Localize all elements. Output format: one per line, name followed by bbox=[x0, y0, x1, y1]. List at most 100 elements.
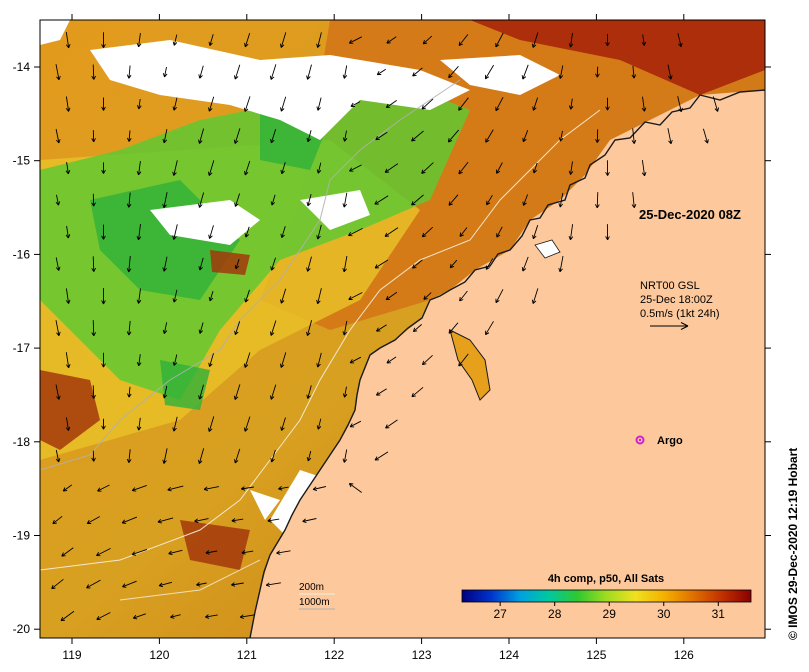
current-arrow-icon bbox=[521, 256, 529, 272]
current-arrow-icon bbox=[568, 224, 574, 241]
current-arrow-icon bbox=[196, 582, 207, 587]
current-arrow-icon bbox=[532, 162, 538, 174]
current-arrow-icon bbox=[459, 290, 468, 302]
current-arrow-icon bbox=[96, 612, 111, 621]
current-arrow-icon bbox=[244, 289, 250, 303]
current-arrow-icon bbox=[96, 547, 111, 557]
current-arrow-icon bbox=[55, 64, 61, 81]
current-arrow-icon bbox=[421, 226, 434, 238]
current-arrow-icon bbox=[423, 292, 432, 300]
current-arrow-icon bbox=[126, 192, 132, 208]
y-tick-label: -19 bbox=[13, 529, 31, 543]
current-arrow-icon bbox=[207, 160, 215, 176]
current-arrow-icon bbox=[316, 418, 322, 430]
current-arrow-icon bbox=[386, 356, 397, 364]
current-arrow-icon bbox=[51, 578, 64, 590]
current-arrow-icon bbox=[65, 288, 71, 304]
current-arrow-icon bbox=[316, 32, 322, 48]
current-time-label: 25-Dec 18:00Z bbox=[640, 294, 713, 306]
current-arrow-icon bbox=[203, 486, 219, 492]
sst-hot-zone bbox=[470, 20, 765, 95]
current-arrow-icon bbox=[342, 320, 348, 336]
current-scale-label: 0.5m/s (1kt 24h) bbox=[640, 308, 719, 320]
y-tick-label: -16 bbox=[13, 247, 31, 261]
current-arrow-icon bbox=[101, 288, 106, 305]
current-arrow-icon bbox=[126, 255, 132, 273]
current-arrow-icon bbox=[91, 385, 96, 399]
argo-float-marker[interactable] bbox=[635, 435, 645, 445]
current-arrow-icon bbox=[65, 162, 71, 175]
current-arrow-icon bbox=[244, 226, 250, 238]
current-arrow-icon bbox=[136, 288, 142, 304]
current-arrow-icon bbox=[172, 289, 178, 303]
current-arrow-icon bbox=[241, 550, 254, 555]
current-arrow-icon bbox=[269, 384, 277, 400]
current-arrow-icon bbox=[205, 614, 218, 619]
current-arrow-icon bbox=[280, 96, 287, 112]
colorbar-ticks: 27 28 29 30 31 bbox=[493, 602, 725, 621]
current-arrow-icon bbox=[233, 64, 241, 80]
current-arrow-icon bbox=[101, 162, 106, 174]
current-arrow-icon bbox=[531, 32, 539, 48]
current-arrow-icon bbox=[411, 130, 424, 142]
current-arrow-icon bbox=[244, 160, 251, 176]
current-arrow-icon bbox=[558, 130, 564, 142]
current-arrow-icon bbox=[485, 129, 494, 143]
current-arrow-icon bbox=[496, 162, 503, 174]
current-arrow-icon bbox=[157, 517, 174, 524]
current-arrow-icon bbox=[385, 291, 398, 301]
current-arrow-icon bbox=[122, 580, 137, 588]
x-tick-label: 126 bbox=[674, 648, 694, 662]
current-arrow-icon bbox=[421, 162, 434, 174]
current-arrow-icon bbox=[208, 225, 214, 239]
current-arrow-icon bbox=[162, 385, 168, 399]
current-arrow-icon bbox=[234, 193, 241, 207]
current-arrow-icon bbox=[376, 68, 387, 76]
current-arrow-icon bbox=[91, 64, 97, 80]
current-arrow-icon bbox=[605, 160, 610, 176]
current-arrow-icon bbox=[172, 34, 178, 46]
current-arrow-icon bbox=[422, 35, 433, 45]
scale-arrow-icon bbox=[650, 322, 689, 330]
current-arrow-icon bbox=[458, 34, 469, 47]
current-arrow-icon bbox=[65, 32, 71, 49]
current-arrow-icon bbox=[136, 224, 142, 241]
current-arrow-icon bbox=[101, 224, 106, 240]
current-arrow-icon bbox=[208, 96, 215, 112]
current-arrow-icon bbox=[631, 65, 637, 79]
current-arrow-icon bbox=[677, 33, 683, 48]
current-arrow-icon bbox=[568, 98, 574, 110]
x-tick-label: 120 bbox=[149, 648, 169, 662]
current-arrow-icon bbox=[162, 66, 168, 78]
current-arrow-icon bbox=[267, 518, 280, 523]
current-arrow-icon bbox=[198, 322, 204, 334]
current-arrow-icon bbox=[234, 448, 241, 464]
current-arrow-icon bbox=[162, 448, 168, 464]
current-arrow-icon bbox=[162, 192, 168, 209]
current-arrow-icon bbox=[136, 354, 142, 367]
current-arrow-icon bbox=[97, 484, 110, 492]
current-arrow-icon bbox=[385, 419, 398, 429]
current-arrow-icon bbox=[631, 128, 637, 144]
current-arrow-icon bbox=[349, 356, 362, 364]
current-arrow-icon bbox=[167, 485, 184, 492]
current-arrow-icon bbox=[447, 129, 460, 143]
current-arrow-icon bbox=[198, 384, 204, 400]
current-arrow-icon bbox=[208, 353, 214, 368]
current-vector-field bbox=[51, 32, 720, 622]
current-arrow-icon bbox=[55, 320, 61, 337]
current-arrow-icon bbox=[631, 192, 637, 209]
colorbar-tick-label: 30 bbox=[657, 607, 671, 621]
current-arrow-icon bbox=[265, 582, 281, 587]
x-tick-label: 122 bbox=[324, 648, 344, 662]
current-arrow-icon bbox=[386, 36, 397, 44]
current-arrow-icon bbox=[280, 417, 286, 431]
current-arrow-icon bbox=[239, 614, 255, 619]
current-arrow-icon bbox=[243, 416, 251, 432]
current-arrow-icon bbox=[126, 130, 132, 142]
current-arrow-icon bbox=[316, 162, 322, 174]
x-tick-label: 119 bbox=[62, 648, 81, 662]
current-arrow-icon bbox=[172, 160, 178, 176]
colorbar-title: 4h comp, p50, All Sats bbox=[548, 573, 664, 585]
current-arrow-icon bbox=[385, 100, 397, 109]
